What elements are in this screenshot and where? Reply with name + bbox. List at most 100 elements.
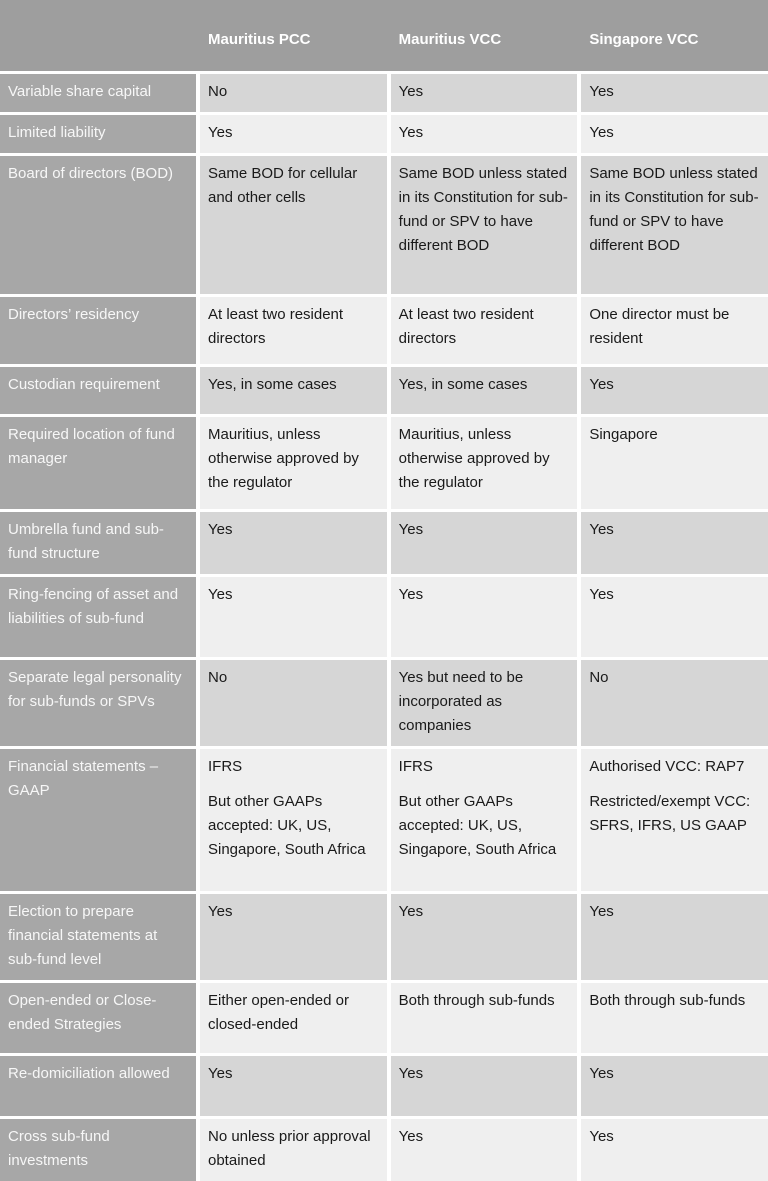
- data-cell: Yes: [200, 512, 387, 574]
- row-label: Open-ended or Close-ended Strategies: [0, 983, 196, 1053]
- cell-paragraph: Yes: [398, 521, 424, 538]
- data-cell: No unless prior approval obtained: [200, 1119, 387, 1181]
- cell-paragraph: Yes: [398, 586, 424, 603]
- cell-paragraph: Both through sub-funds: [398, 992, 555, 1009]
- data-cell: Same BOD unless stated in its Constituti…: [581, 156, 768, 294]
- data-cell: Yes: [390, 74, 578, 112]
- data-cell: Mauritius, unless otherwise approved by …: [200, 417, 387, 509]
- cell-paragraph: Same BOD unless stated in its Constituti…: [398, 165, 568, 254]
- data-cell: Same BOD for cellular and other cells: [200, 156, 387, 294]
- table-row-limited-liability: Limited liability Yes Yes Yes: [0, 115, 768, 153]
- data-cell: Yes: [200, 115, 387, 153]
- cell-paragraph: Yes: [589, 376, 614, 393]
- table-row-ring-fencing: Ring-fencing of asset and liabilities of…: [0, 577, 768, 657]
- cell-paragraph: Yes: [589, 586, 614, 603]
- data-cell: Yes: [581, 1119, 768, 1181]
- data-cell: Yes: [200, 577, 387, 657]
- data-cell: One director must be resident: [581, 297, 768, 364]
- cell-paragraph: Yes: [589, 903, 614, 920]
- table-row-directors-residency: Directors’ residency At least two reside…: [0, 297, 768, 364]
- cell-paragraph: Both through sub-funds: [589, 992, 746, 1009]
- cell-paragraph: Yes: [398, 1065, 424, 1082]
- row-label: Umbrella fund and sub-fund structure: [0, 512, 196, 574]
- cell-paragraph: But other GAAPs accepted: UK, US, Singap…: [398, 793, 557, 858]
- data-cell: Mauritius, unless otherwise approved by …: [390, 417, 578, 509]
- table-row-variable-share-capital: Variable share capital No Yes Yes: [0, 74, 768, 112]
- data-cell: Yes: [581, 894, 768, 980]
- data-cell: Both through sub-funds: [390, 983, 578, 1053]
- table-row-custodian-requirement: Custodian requirement Yes, in some cases…: [0, 367, 768, 414]
- data-cell: Yes: [581, 115, 768, 153]
- cell-paragraph: Either open-ended or closed-ended: [208, 992, 349, 1033]
- cell-paragraph: No: [208, 83, 228, 100]
- cell-paragraph: Mauritius, unless otherwise approved by …: [398, 426, 550, 491]
- cell-paragraph: Yes: [398, 903, 424, 920]
- data-cell: Yes: [390, 894, 578, 980]
- cell-paragraph: At least two resident directors: [398, 306, 534, 347]
- data-cell: Yes: [581, 367, 768, 414]
- cell-paragraph: One director must be resident: [589, 306, 730, 347]
- data-cell: Yes: [390, 577, 578, 657]
- cell-paragraph: Yes: [208, 124, 233, 141]
- row-label: Election to prepare financial statements…: [0, 894, 196, 980]
- cell-paragraph: Yes: [208, 586, 233, 603]
- column-header-mauritius-pcc: Mauritius PCC: [208, 30, 311, 48]
- cell-paragraph: IFRS: [208, 758, 243, 775]
- cell-paragraph: Yes: [398, 124, 424, 141]
- header-corner-cell: [0, 28, 196, 44]
- data-cell: Either open-ended or closed-ended: [200, 983, 387, 1053]
- data-cell: Yes: [581, 512, 768, 574]
- cell-paragraph: Yes, in some cases: [398, 376, 528, 393]
- cell-paragraph: Same BOD unless stated in its Constituti…: [589, 165, 759, 254]
- cell-paragraph: No unless prior approval obtained: [208, 1128, 371, 1169]
- row-label: Board of directors (BOD): [0, 156, 196, 294]
- data-cell: Yes: [581, 74, 768, 112]
- cell-paragraph: IFRS: [398, 758, 433, 775]
- row-label: Limited liability: [0, 115, 196, 153]
- cell-paragraph: Yes: [589, 124, 614, 141]
- cell-paragraph: Yes: [398, 1128, 424, 1145]
- cell-paragraph: Mauritius, unless otherwise approved by …: [208, 426, 359, 491]
- data-cell: Yes: [390, 1056, 578, 1116]
- table-row-umbrella-fund-structure: Umbrella fund and sub-fund structure Yes…: [0, 512, 768, 574]
- table-row-separate-legal-personality: Separate legal personality for sub-funds…: [0, 660, 768, 746]
- data-cell: Yes but need to be incorporated as compa…: [390, 660, 578, 746]
- cell-paragraph: Restricted/exempt VCC: SFRS, IFRS, US GA…: [589, 793, 751, 834]
- data-cell: Yes: [200, 1056, 387, 1116]
- data-cell: Yes: [390, 1119, 578, 1181]
- column-header-singapore-vcc: Singapore VCC: [589, 30, 699, 48]
- data-cell: Yes, in some cases: [390, 367, 578, 414]
- table-header-row: Mauritius PCC Mauritius VCC Singapore VC…: [0, 0, 768, 71]
- data-cell: IFRS But other GAAPs accepted: UK, US, Si…: [390, 749, 578, 891]
- data-cell: Yes: [200, 894, 387, 980]
- data-cell: Yes: [390, 512, 578, 574]
- cell-paragraph: Yes: [208, 1065, 233, 1082]
- row-label: Re-domiciliation allowed: [0, 1056, 196, 1116]
- table-row-cross-sub-fund-investments: Cross sub-fund investments No unless pri…: [0, 1119, 768, 1181]
- cell-paragraph: Singapore: [589, 426, 658, 443]
- row-label: Variable share capital: [0, 74, 196, 112]
- cell-paragraph: Authorised VCC: RAP7: [589, 758, 745, 775]
- table-row-fund-manager-location: Required location of fund manager Maurit…: [0, 417, 768, 509]
- cell-paragraph: But other GAAPs accepted: UK, US, Singap…: [208, 793, 366, 858]
- cell-paragraph: No: [589, 669, 609, 686]
- data-cell: At least two resident directors: [200, 297, 387, 364]
- data-cell: No: [200, 660, 387, 746]
- data-cell: Yes: [581, 1056, 768, 1116]
- data-cell: Yes, in some cases: [200, 367, 387, 414]
- column-header-mauritius-vcc: Mauritius VCC: [398, 30, 502, 48]
- cell-paragraph: Yes, in some cases: [208, 376, 337, 393]
- cell-paragraph: Yes: [589, 521, 614, 538]
- cell-paragraph: Yes but need to be incorporated as compa…: [398, 669, 524, 734]
- row-label: Financial statements – GAAP: [0, 749, 196, 891]
- row-label: Directors’ residency: [0, 297, 196, 364]
- row-label: Required location of fund manager: [0, 417, 196, 509]
- data-cell: IFRS But other GAAPs accepted: UK, US, Si…: [200, 749, 387, 891]
- cell-paragraph: Yes: [208, 903, 233, 920]
- data-cell: Both through sub-funds: [581, 983, 768, 1053]
- cell-paragraph: At least two resident directors: [208, 306, 344, 347]
- row-label: Cross sub-fund investments: [0, 1119, 196, 1181]
- table-row-open-close-ended-strategies: Open-ended or Close-ended Strategies Eit…: [0, 983, 768, 1053]
- data-cell: Yes: [581, 577, 768, 657]
